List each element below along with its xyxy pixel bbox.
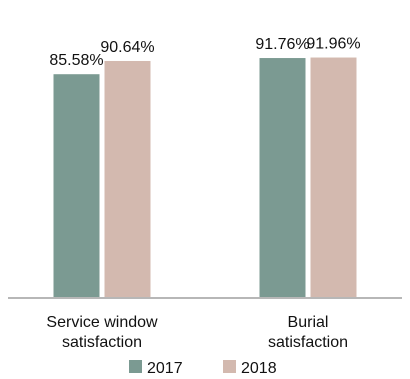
legend-label-2017: 2017 bbox=[147, 360, 183, 377]
data-label-2017-1: 91.76% bbox=[255, 36, 309, 53]
bar-2017-0[interactable] bbox=[53, 74, 100, 298]
legend-swatch-2018 bbox=[223, 360, 236, 373]
legend-swatch-2017 bbox=[129, 360, 142, 373]
category-label-0-line-0: Service window bbox=[46, 314, 158, 331]
data-label-2018-1: 91.96% bbox=[306, 36, 360, 53]
category-labels-layer: Service window satisfaction Burial satisfac… bbox=[46, 314, 348, 351]
legend[interactable]: 2017 2018 bbox=[129, 360, 277, 377]
category-label-1-line-1: satisfaction bbox=[268, 334, 348, 351]
bar-2017-1[interactable] bbox=[259, 58, 306, 298]
category-label-1-line-0: Burial bbox=[288, 314, 329, 331]
data-labels-layer: 85.58% 91.76% 90.64% 91.96% bbox=[49, 36, 360, 70]
data-label-2018-0: 90.64% bbox=[100, 39, 154, 56]
bars-layer bbox=[53, 57, 357, 299]
category-label-0-line-1: satisfaction bbox=[62, 334, 142, 351]
legend-label-2018: 2018 bbox=[241, 360, 277, 377]
data-label-2017-0: 85.58% bbox=[49, 52, 103, 69]
bar-2018-0[interactable] bbox=[104, 60, 151, 299]
bar-2018-1[interactable] bbox=[310, 57, 357, 299]
